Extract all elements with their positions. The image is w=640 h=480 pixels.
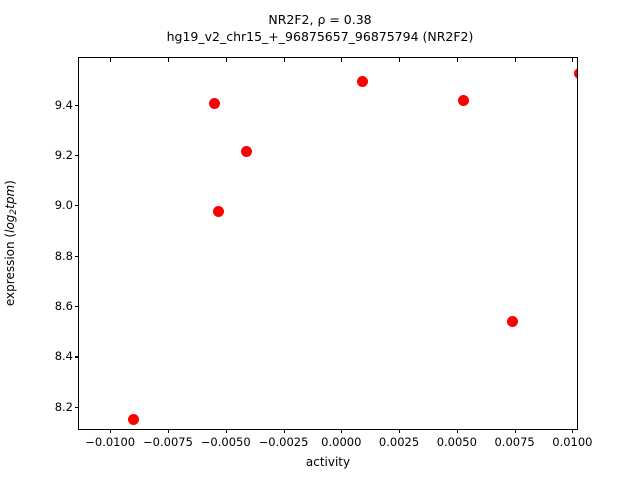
x-axis-tick-label: −0.0100 [85, 435, 136, 449]
x-axis-tick [110, 429, 112, 433]
y-axis-tick-label: 8.4 [54, 349, 73, 364]
data-point [573, 67, 577, 79]
x-axis-tick [399, 429, 401, 433]
x-axis-tick-top [110, 58, 112, 62]
x-axis-tick-label: −0.0025 [258, 435, 309, 449]
y-axis-label-prefix: expression ( [2, 233, 17, 307]
x-axis-tick-label: 0.0050 [436, 435, 477, 449]
data-point [458, 95, 470, 107]
y-axis-tick [75, 154, 79, 157]
y-axis-label-math-subscript: 2 [9, 209, 20, 215]
x-axis-tick [514, 429, 516, 433]
x-axis-label: activity [305, 455, 351, 469]
x-axis-tick-label: 0.0025 [378, 435, 420, 449]
x-axis-tick-label: 0.0075 [494, 435, 535, 449]
x-axis-tick-top [167, 58, 170, 62]
y-axis-tick-label: 8.8 [54, 248, 73, 263]
x-axis-tick-top [572, 58, 574, 62]
chart-title-line-2: hg19_v2_chr15_+_96875657_96875794 (NR2F2… [166, 29, 474, 44]
x-axis-tick [167, 429, 170, 433]
y-axis-tick [75, 356, 79, 358]
x-axis-tick-top [225, 58, 227, 62]
x-axis-tick [225, 429, 227, 433]
data-point [127, 413, 139, 425]
plot-axes: −0.0100 −0.0075 −0.0050 −0.0025 0.0000 0.0025… [55, 57, 593, 449]
y-axis-label: expression (log2tpm) [0, 57, 22, 430]
x-axis-tick-top [456, 58, 458, 62]
x-axis-tick-label: 0.0100 [552, 435, 593, 449]
data-point [356, 76, 368, 88]
data-point [208, 97, 220, 109]
y-axis-tick [75, 255, 79, 257]
chart-title-line-1: NR2F2, ρ = 0.38 [268, 12, 372, 27]
x-axis-tick-top [283, 58, 285, 62]
x-axis-tick [283, 429, 285, 433]
x-axis-tick-top [341, 58, 343, 62]
x-axis-tick-top [399, 58, 401, 62]
y-axis-tick-label: 8.6 [54, 299, 73, 314]
x-axis-tick-top [514, 58, 516, 62]
y-axis-label-math-tail: tpm [2, 185, 17, 210]
y-axis-tick-label: 9.0 [54, 198, 73, 213]
y-axis-tick [75, 104, 79, 106]
data-point [241, 145, 253, 157]
y-axis-label-suffix: ) [2, 180, 17, 186]
y-axis-tick [75, 306, 79, 308]
x-axis-tick [572, 429, 574, 433]
plot-data-area [79, 58, 577, 429]
y-axis-tick [75, 205, 79, 207]
x-axis-tick-label: 0.0000 [321, 435, 362, 449]
x-axis-tick-label: −0.0075 [143, 435, 193, 449]
chart-title: NR2F2, ρ = 0.38 hg19_v2_chr15_+_96875657… [0, 11, 640, 45]
y-axis-tick [75, 406, 79, 408]
y-axis-tick-label: 8.2 [54, 399, 73, 414]
y-axis-tick-label: 9.4 [54, 97, 73, 112]
y-axis-tick-label: 9.2 [54, 147, 73, 162]
y-axis-label-math-base: log [2, 214, 17, 234]
data-point [213, 206, 225, 218]
x-axis-tick [456, 429, 458, 433]
data-point [506, 315, 518, 327]
x-axis-tick [341, 429, 343, 433]
x-axis-tick-label: −0.0050 [200, 435, 251, 449]
